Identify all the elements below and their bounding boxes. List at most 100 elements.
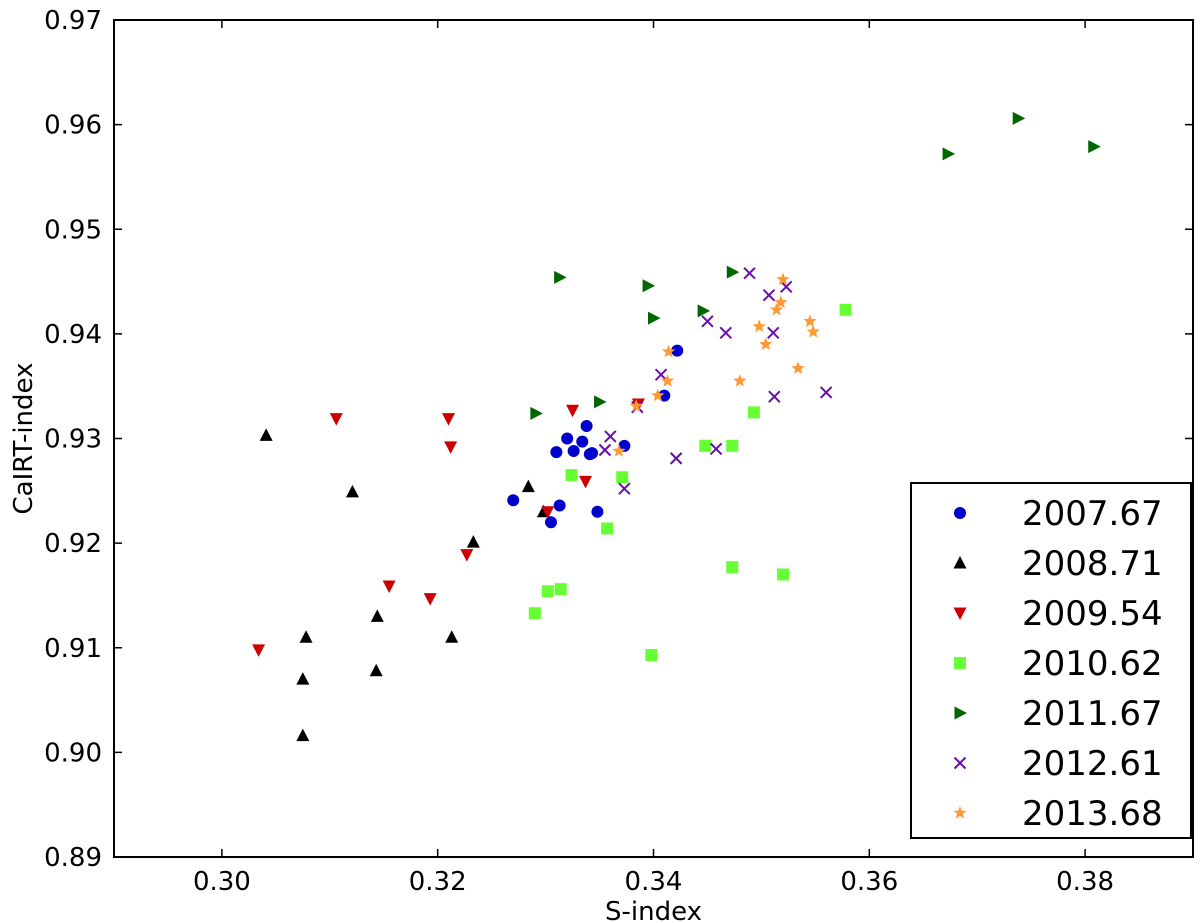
data-point — [658, 389, 671, 402]
data-point — [579, 475, 593, 489]
data-point — [719, 326, 733, 340]
data-point — [726, 265, 740, 279]
data-point — [528, 607, 541, 620]
x-tick-label: 0.36 — [840, 867, 898, 897]
data-point — [329, 413, 343, 426]
data-point — [654, 368, 668, 381]
x-tick-label: 0.32 — [409, 867, 467, 897]
data-point — [616, 471, 629, 484]
data-point — [733, 373, 747, 387]
data-point — [743, 266, 756, 280]
data-point — [618, 482, 631, 495]
data-point — [669, 452, 683, 465]
plot-area-frame — [113, 19, 1194, 858]
data-point — [601, 522, 614, 535]
y-axis-label: CaIRT-index — [9, 363, 39, 515]
data-point — [544, 516, 557, 529]
data-point — [1012, 111, 1026, 125]
data-point — [585, 447, 598, 460]
data-point — [709, 442, 723, 456]
legend-label: 2013.68 — [1022, 794, 1163, 834]
y-tick-label: 0.89 — [44, 843, 102, 873]
legend-label: 2012.61 — [1022, 744, 1163, 784]
data-point — [594, 395, 607, 409]
data-point — [726, 439, 739, 452]
series-2012.61 — [598, 266, 833, 495]
legend-marker — [954, 657, 966, 669]
data-point — [699, 439, 712, 452]
data-point — [299, 630, 313, 643]
data-point — [942, 147, 956, 161]
data-point — [370, 609, 384, 622]
data-point — [806, 324, 820, 338]
data-point — [769, 302, 784, 316]
axis-ticks: 0.30 0.32 0.34 0.36 0.38 0.89 0.90 0.91 0.92 0.93… — [44, 6, 1193, 897]
x-tick-label: 0.34 — [625, 867, 683, 897]
x-tick-label: 0.38 — [1056, 867, 1114, 897]
series-2011.67 — [530, 111, 1101, 420]
x-tick-label: 0.30 — [193, 867, 251, 897]
data-point — [259, 428, 273, 441]
series-2013.68 — [612, 272, 820, 457]
data-point — [759, 337, 773, 350]
data-point — [651, 388, 665, 402]
legend-marker — [953, 806, 967, 819]
data-point — [507, 494, 520, 507]
data-point — [369, 663, 383, 677]
data-point — [576, 435, 589, 448]
data-point — [776, 568, 789, 581]
legend-marker — [954, 507, 966, 519]
legend-label: 2008.71 — [1022, 544, 1163, 584]
data-point — [767, 326, 780, 340]
series-2009.54 — [252, 398, 645, 657]
data-point — [566, 404, 580, 418]
data-point — [803, 314, 817, 327]
data-point — [530, 406, 543, 420]
series-2010.62 — [528, 303, 852, 662]
data-point — [819, 386, 833, 399]
data-point — [752, 319, 766, 333]
data-point — [565, 469, 578, 482]
data-point — [553, 499, 566, 512]
y-tick-label: 0.97 — [44, 6, 102, 36]
series-2008.71 — [259, 428, 550, 742]
data-point — [296, 728, 310, 742]
data-point — [660, 373, 675, 387]
data-point — [567, 445, 580, 458]
data-point — [252, 644, 266, 657]
y-tick-label: 0.91 — [44, 634, 102, 664]
legend-label: 2011.67 — [1022, 694, 1163, 734]
data-point — [580, 419, 593, 432]
data-point — [521, 479, 535, 493]
data-point — [776, 272, 790, 286]
data-point — [445, 630, 459, 643]
legend-label: 2010.62 — [1022, 644, 1163, 684]
data-point — [554, 583, 567, 596]
data-point — [762, 288, 776, 302]
data-point — [726, 561, 739, 574]
data-point — [541, 585, 554, 598]
data-point — [780, 280, 793, 294]
y-tick-label: 0.96 — [44, 111, 102, 141]
y-tick-label: 0.92 — [44, 529, 102, 559]
y-tick-label: 0.95 — [44, 215, 102, 245]
data-point — [345, 484, 359, 498]
data-point — [460, 549, 474, 562]
legend-marker — [954, 706, 967, 720]
data-point — [791, 361, 805, 375]
data-point — [671, 344, 684, 357]
data-point — [541, 506, 555, 519]
data-point — [561, 432, 574, 445]
data-point — [701, 315, 714, 328]
data-point — [441, 413, 455, 426]
legend-marker — [953, 556, 967, 569]
y-tick-label: 0.90 — [44, 738, 102, 768]
data-point — [774, 295, 788, 309]
data-point — [645, 649, 658, 662]
legend: 2007.67 2008.71 2009.54 2010.62 2011.67 2012.… — [910, 482, 1192, 839]
x-axis-label: S-index — [605, 897, 702, 923]
data-point — [604, 430, 617, 443]
data-point — [661, 344, 676, 358]
data-point — [382, 580, 396, 594]
